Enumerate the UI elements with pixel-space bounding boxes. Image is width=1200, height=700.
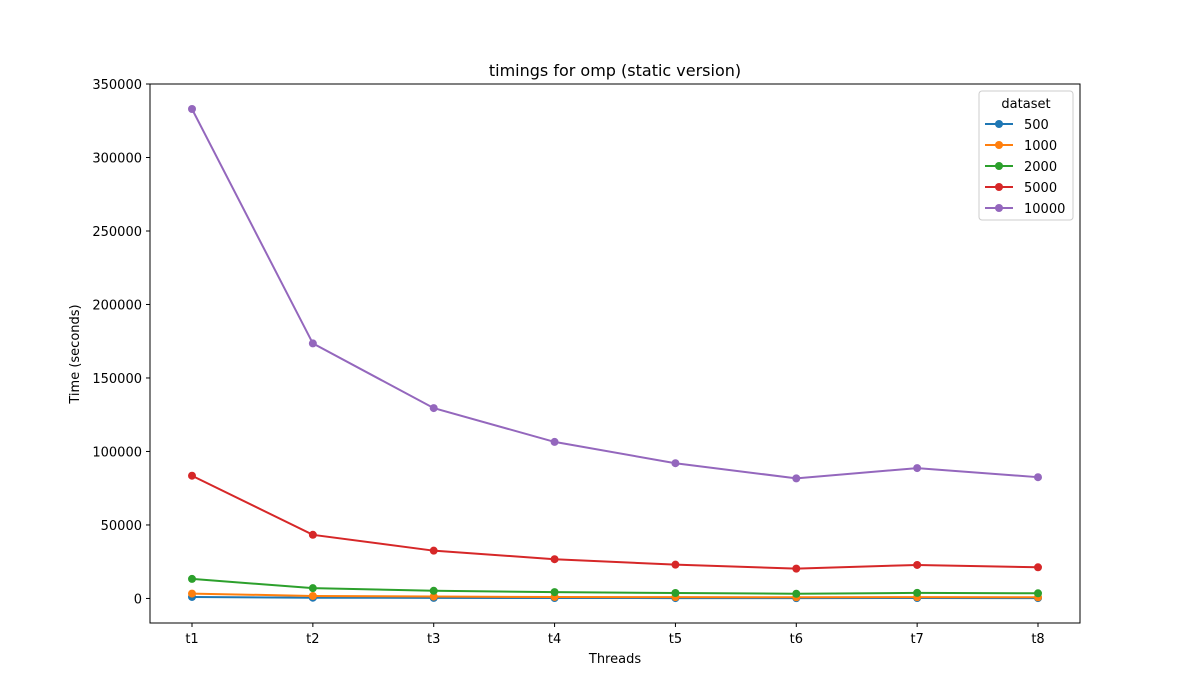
- data-point: [671, 589, 680, 598]
- legend-item: 500: [985, 118, 1049, 133]
- data-point: [308, 584, 317, 593]
- data-point: [671, 459, 680, 468]
- y-tick-label: 0: [134, 592, 142, 607]
- x-tick-label: t5: [669, 632, 682, 647]
- data-point: [1034, 589, 1042, 598]
- y-tick-label: 100000: [92, 445, 142, 460]
- x-axis-title: Threads: [588, 652, 641, 667]
- data-point: [188, 589, 196, 598]
- y-tick-label: 250000: [92, 225, 142, 240]
- data-point: [671, 560, 680, 569]
- legend-item: 10000: [985, 202, 1065, 217]
- legend-item: 5000: [985, 181, 1057, 196]
- x-tick-label: t1: [185, 632, 198, 647]
- data-point: [913, 560, 922, 569]
- data-point: [792, 564, 801, 573]
- data-point: [429, 404, 438, 413]
- legend-items: 500 1000 2000 5000 10000: [985, 118, 1065, 217]
- x-tick-label: t3: [427, 632, 440, 647]
- x-tick-label: t4: [548, 632, 561, 647]
- legend-title: dataset: [1001, 97, 1050, 112]
- series-10000: [188, 104, 1042, 483]
- x-tick-label: t8: [1031, 632, 1044, 647]
- data-point: [188, 574, 196, 583]
- legend-label: 1000: [1024, 139, 1057, 154]
- x-axis: t1 t2 t3 t4 t5 t6 t7 t8: [185, 623, 1045, 647]
- y-tick-label: 350000: [92, 78, 142, 93]
- legend-marker: [995, 162, 1003, 170]
- data-point: [1034, 473, 1042, 482]
- legend-marker: [995, 141, 1003, 149]
- plot-frame: [149, 83, 1081, 624]
- legend-item: 2000: [985, 160, 1057, 175]
- series-5000: [188, 471, 1042, 573]
- x-tick-label: t7: [910, 632, 923, 647]
- data-point: [188, 104, 196, 113]
- data-point: [792, 589, 801, 598]
- legend-label: 10000: [1024, 202, 1065, 217]
- data-point: [308, 530, 317, 539]
- data-point: [429, 592, 438, 601]
- series-line: [191, 474, 1039, 570]
- data-point: [188, 471, 196, 480]
- series-line: [191, 577, 1039, 595]
- y-axis: 0 50000 100000 150000 200000 250000 300000 3500…: [92, 78, 150, 607]
- legend-label: 500: [1024, 118, 1049, 133]
- y-tick-label: 300000: [92, 151, 142, 166]
- series-line: [191, 592, 1039, 599]
- legend-label: 5000: [1024, 181, 1057, 196]
- data-point: [913, 464, 922, 473]
- data-point: [308, 339, 317, 348]
- data-point: [792, 474, 801, 483]
- x-tick-label: t6: [790, 632, 803, 647]
- legend-marker: [995, 183, 1003, 191]
- series-layer: [188, 104, 1042, 603]
- legend-item: 1000: [985, 139, 1057, 154]
- legend-marker: [995, 204, 1003, 212]
- legend: dataset 500 1000 2000 5000 10000: [978, 90, 1074, 221]
- data-point: [308, 591, 317, 600]
- data-point: [1034, 563, 1042, 572]
- legend-label: 2000: [1024, 160, 1057, 175]
- series-line: [191, 108, 1039, 480]
- legend-marker: [995, 120, 1003, 128]
- data-point: [429, 546, 438, 555]
- data-point: [429, 586, 438, 595]
- y-axis-title: Time (seconds): [68, 304, 83, 404]
- data-point: [550, 555, 559, 564]
- data-point: [550, 437, 559, 446]
- y-tick-label: 200000: [92, 298, 142, 313]
- y-tick-label: 150000: [92, 372, 142, 387]
- y-tick-label: 50000: [101, 519, 142, 534]
- data-point: [550, 588, 559, 597]
- series-2000: [188, 574, 1042, 598]
- chart-title: timings for omp (static version): [489, 61, 741, 80]
- data-point: [913, 588, 922, 597]
- x-tick-label: t2: [306, 632, 319, 647]
